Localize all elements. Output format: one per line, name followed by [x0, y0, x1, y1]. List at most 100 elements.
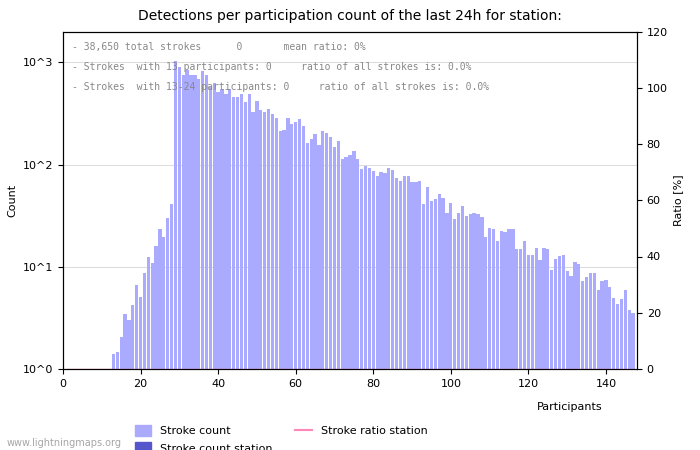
Bar	[279, 131, 282, 450]
Bar	[197, 79, 200, 450]
Text: - 38,650 total strokes      0       mean ratio: 0%: - 38,650 total strokes 0 mean ratio: 0%	[71, 42, 365, 52]
Bar	[461, 206, 464, 450]
Bar	[356, 158, 359, 450]
Bar	[193, 75, 197, 450]
Bar	[201, 72, 204, 450]
Bar	[282, 130, 286, 450]
Bar	[445, 213, 449, 450]
Bar	[581, 281, 584, 450]
Bar	[457, 213, 460, 450]
Stroke ratio station	[214, 366, 223, 372]
Bar	[186, 71, 189, 450]
Bar	[69, 369, 72, 450]
Bar	[480, 217, 484, 450]
Bar	[352, 151, 356, 450]
Stroke ratio station	[501, 366, 510, 372]
Bar	[573, 262, 577, 450]
Bar	[538, 260, 542, 450]
Bar	[108, 369, 111, 450]
Bar	[418, 181, 421, 450]
Bar	[139, 297, 142, 450]
Bar	[449, 203, 452, 450]
Bar	[558, 256, 561, 450]
Bar	[302, 126, 305, 450]
Bar	[325, 133, 328, 450]
Bar	[531, 255, 534, 450]
Bar	[612, 298, 615, 450]
Bar	[263, 112, 266, 450]
Bar	[286, 118, 290, 450]
Bar	[569, 276, 573, 450]
Bar	[248, 94, 251, 450]
Text: - Strokes  with 13 participants: 0     ratio of all strokes is: 0.0%: - Strokes with 13 participants: 0 ratio …	[71, 62, 471, 72]
Stroke ratio station	[454, 366, 463, 372]
Bar	[515, 249, 519, 450]
Text: www.lightningmaps.org: www.lightningmaps.org	[7, 437, 122, 447]
Bar	[123, 314, 127, 450]
Bar	[127, 320, 131, 450]
Bar	[73, 369, 76, 450]
Y-axis label: Count: Count	[7, 184, 18, 217]
Text: - Strokes  with 13-24 participants: 0     ratio of all strokes is: 0.0%: - Strokes with 13-24 participants: 0 rat…	[71, 82, 489, 92]
Bar	[364, 166, 368, 450]
Bar	[368, 168, 371, 450]
Bar	[77, 369, 80, 450]
Bar	[399, 181, 402, 450]
Bar	[523, 241, 526, 450]
Bar	[205, 75, 208, 450]
Bar	[317, 144, 321, 450]
Bar	[566, 271, 569, 450]
Bar	[116, 352, 119, 450]
Bar	[244, 102, 247, 450]
Bar	[92, 369, 96, 450]
Bar	[85, 369, 88, 450]
Bar	[430, 202, 433, 450]
Bar	[274, 118, 278, 450]
Bar	[309, 139, 313, 450]
Bar	[321, 131, 325, 450]
Bar	[546, 249, 550, 450]
Bar	[158, 229, 162, 450]
Bar	[407, 176, 410, 450]
Bar	[387, 168, 391, 450]
Bar	[395, 178, 398, 450]
Bar	[422, 204, 426, 450]
Bar	[341, 159, 344, 450]
Bar	[503, 232, 507, 450]
Bar	[500, 231, 503, 450]
Bar	[224, 94, 228, 450]
Bar	[290, 124, 293, 450]
Bar	[155, 246, 158, 450]
Bar	[488, 228, 491, 450]
Bar	[620, 299, 623, 450]
Bar	[112, 354, 115, 450]
Bar	[174, 61, 177, 450]
Bar	[251, 112, 255, 450]
Bar	[181, 75, 185, 450]
Bar	[337, 141, 340, 450]
Bar	[608, 287, 612, 450]
Bar	[391, 170, 394, 450]
Bar	[216, 91, 220, 450]
Bar	[554, 259, 557, 450]
Bar	[131, 305, 134, 450]
Bar	[542, 248, 545, 450]
Bar	[476, 213, 480, 450]
Bar	[271, 114, 274, 450]
Bar	[496, 241, 499, 450]
Bar	[593, 273, 596, 450]
Bar	[550, 270, 553, 450]
Bar	[170, 204, 173, 450]
Bar	[375, 176, 379, 450]
Legend: Stroke count, Stroke count station, Stroke ratio station: Stroke count, Stroke count station, Stro…	[130, 421, 432, 450]
Bar	[329, 137, 332, 450]
Bar	[519, 248, 522, 450]
Bar	[527, 255, 530, 450]
Bar	[349, 155, 351, 450]
Bar	[209, 86, 212, 450]
Bar	[465, 216, 468, 450]
Bar	[332, 147, 336, 450]
Bar	[104, 369, 107, 450]
Bar	[256, 101, 258, 450]
Bar	[585, 277, 588, 450]
